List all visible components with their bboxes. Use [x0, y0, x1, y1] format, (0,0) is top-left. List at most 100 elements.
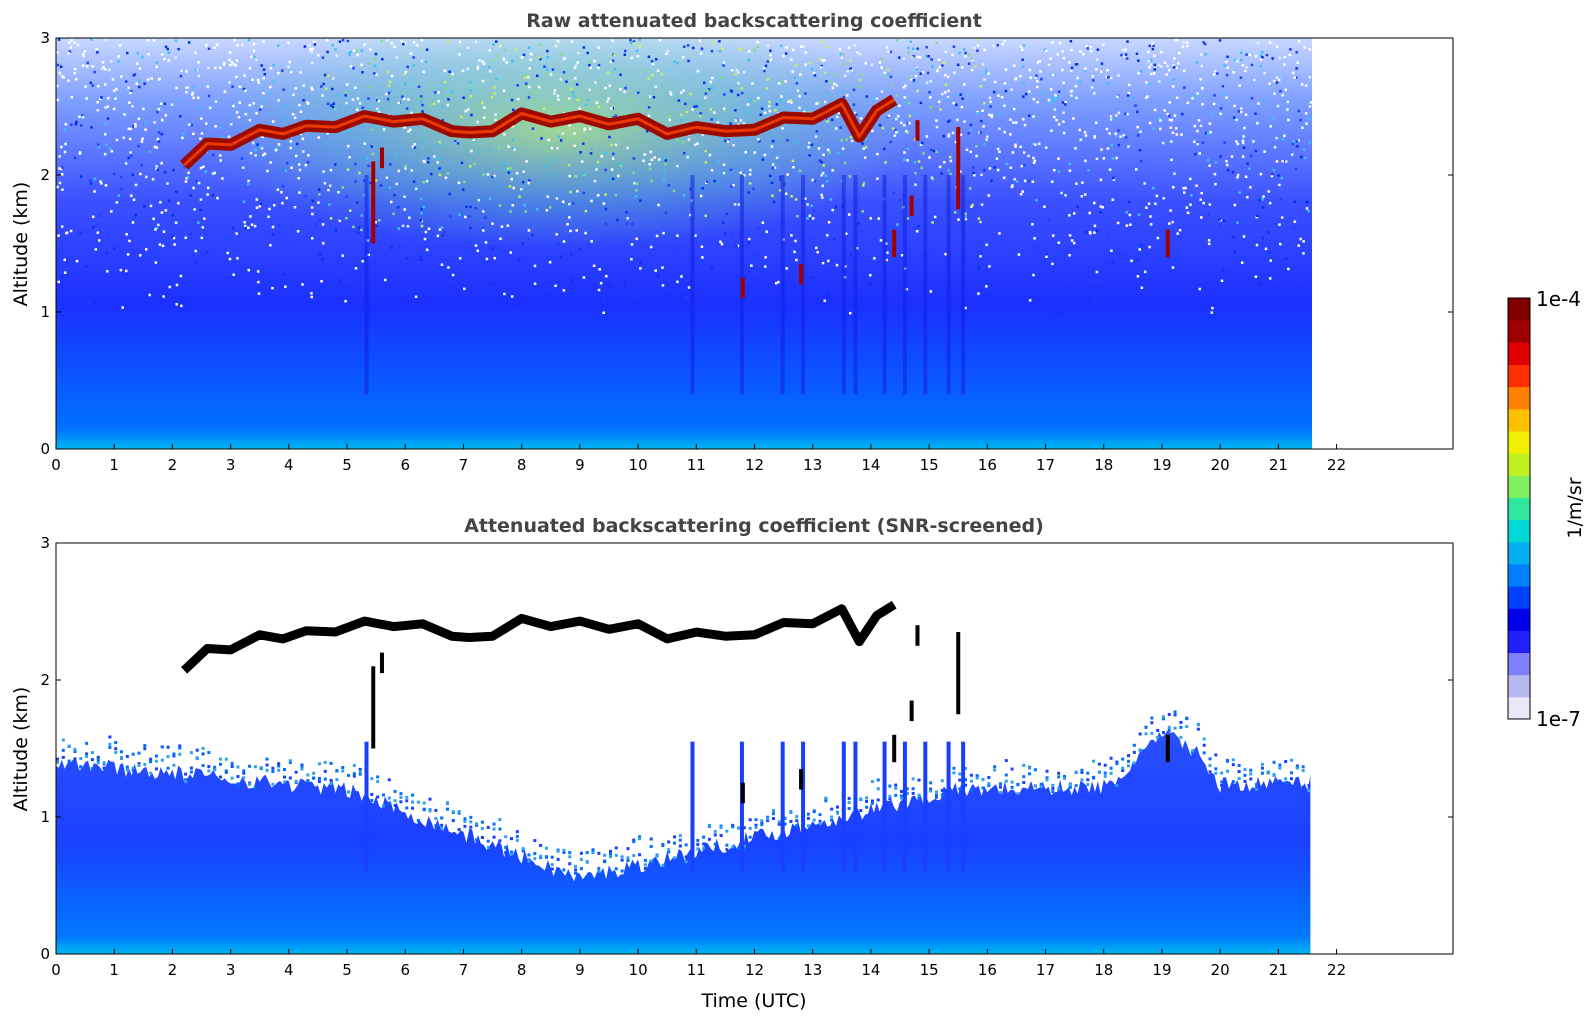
noise-pixel — [478, 59, 481, 62]
noise-pixel — [649, 167, 652, 171]
noise-pixel — [1032, 97, 1036, 101]
edge-speckle — [201, 746, 205, 750]
noise-pixel — [251, 141, 255, 145]
noise-pixel — [215, 43, 219, 46]
noise-pixel — [1199, 198, 1202, 201]
noise-pixel — [179, 114, 182, 118]
noise-pixel — [935, 119, 938, 122]
noise-pixel — [477, 262, 481, 266]
noise-pixel — [382, 127, 386, 131]
noise-pixel — [69, 46, 72, 49]
noise-pixel — [64, 123, 68, 126]
noise-pixel — [920, 166, 923, 170]
noise-pixel — [694, 102, 698, 105]
noise-pixel — [179, 274, 183, 278]
edge-speckle — [370, 792, 374, 796]
noise-pixel — [768, 109, 772, 113]
noise-pixel — [1280, 176, 1284, 180]
noise-pixel — [679, 119, 683, 122]
noise-pixel — [1002, 176, 1006, 180]
noise-pixel — [292, 93, 295, 97]
edge-speckle — [195, 748, 199, 752]
noise-pixel — [1038, 60, 1042, 63]
edge-speckle — [85, 754, 89, 758]
noise-pixel — [777, 82, 781, 85]
noise-pixel — [1021, 250, 1024, 253]
noise-pixel — [748, 173, 752, 176]
noise-pixel — [628, 98, 632, 102]
edge-speckle — [917, 778, 921, 782]
noise-pixel — [1183, 191, 1186, 194]
edge-speckle — [632, 840, 636, 844]
noise-pixel — [548, 206, 552, 209]
edge-speckle — [1173, 713, 1177, 717]
noise-pixel — [321, 94, 324, 97]
noise-pixel — [1036, 85, 1039, 89]
noise-pixel — [277, 143, 281, 146]
noise-pixel — [928, 156, 931, 159]
noise-pixel — [1263, 72, 1266, 75]
noise-pixel — [311, 47, 314, 51]
noise-pixel — [947, 168, 950, 172]
edge-speckle — [1260, 762, 1264, 766]
noise-pixel — [864, 137, 868, 141]
noise-pixel — [344, 94, 347, 97]
edge-speckle — [1097, 762, 1101, 766]
noise-pixel — [405, 107, 409, 110]
noise-pixel — [1069, 69, 1073, 73]
edge-speckle — [189, 766, 193, 770]
noise-pixel — [1033, 237, 1036, 240]
noise-pixel — [1011, 184, 1014, 187]
noise-pixel — [303, 45, 307, 48]
edge-speckle — [149, 771, 153, 775]
edge-speckle — [894, 793, 898, 797]
noise-pixel — [199, 137, 202, 140]
noise-pixel — [676, 234, 679, 237]
y-tick-label: 1 — [40, 808, 50, 826]
edge-speckle — [1033, 768, 1037, 772]
noise-pixel — [302, 84, 305, 87]
noise-pixel — [654, 269, 657, 272]
noise-pixel — [908, 121, 911, 125]
noise-pixel — [294, 87, 298, 90]
edge-speckle — [445, 801, 449, 805]
noise-pixel — [177, 99, 180, 103]
noise-pixel — [831, 86, 835, 90]
noise-pixel — [976, 44, 980, 47]
noise-pixel — [1197, 119, 1201, 122]
noise-pixel — [482, 226, 485, 229]
noise-pixel — [1294, 76, 1298, 79]
noise-pixel — [1053, 98, 1057, 101]
noise-pixel — [373, 72, 376, 75]
x-tick-label: 9 — [575, 456, 585, 474]
noise-pixel — [996, 147, 1000, 151]
noise-pixel — [666, 50, 669, 53]
noise-pixel — [1150, 72, 1153, 76]
noise-pixel — [569, 80, 573, 83]
noise-pixel — [374, 123, 377, 126]
edge-speckle — [352, 763, 356, 767]
noise-pixel — [1071, 117, 1075, 120]
noise-pixel — [464, 99, 467, 102]
noise-pixel — [131, 105, 134, 108]
edge-speckle — [1022, 780, 1026, 784]
noise-pixel — [193, 208, 196, 211]
noise-pixel — [911, 47, 915, 50]
noise-pixel — [1196, 142, 1199, 146]
noise-pixel — [129, 91, 132, 95]
noise-pixel — [975, 145, 978, 148]
noise-pixel — [769, 53, 773, 57]
edge-speckle — [1109, 771, 1113, 775]
edge-speckle — [597, 869, 601, 873]
noise-pixel — [1281, 93, 1284, 97]
noise-pixel — [1244, 113, 1248, 116]
edge-speckle — [1028, 766, 1032, 770]
noise-pixel — [959, 170, 962, 173]
noise-pixel — [124, 162, 128, 165]
noise-pixel — [346, 83, 349, 86]
noise-pixel — [290, 166, 293, 169]
noise-pixel — [687, 286, 691, 289]
noise-pixel — [568, 124, 571, 127]
noise-pixel — [100, 96, 103, 99]
edge-speckle — [626, 847, 630, 851]
